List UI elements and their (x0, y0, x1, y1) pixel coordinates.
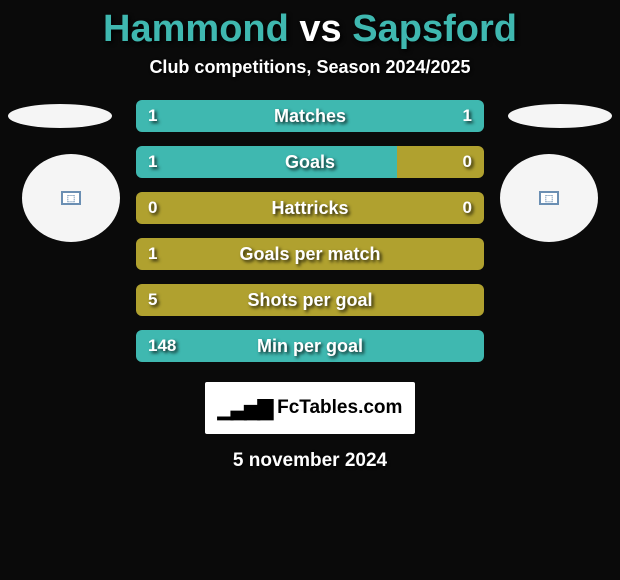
stat-row: Goals per match1 (136, 238, 484, 270)
branding-badge: ▁▃▅▇ FcTables.com (205, 382, 415, 434)
stat-bar-left (136, 100, 310, 132)
player1-avatar-circle: ⬚ (22, 154, 120, 242)
stat-row: Shots per goal5 (136, 284, 484, 316)
footer-date: 5 november 2024 (0, 450, 620, 472)
comparison-chart: ⬚ ⬚ Matches11 Goals10 Hattricks00 Goals per… (0, 100, 620, 362)
player1-name: Hammond (103, 8, 289, 50)
vs-text: vs (299, 8, 341, 50)
stat-bar-left (136, 192, 310, 224)
stat-bar-right (310, 100, 484, 132)
stat-row: Matches11 (136, 100, 484, 132)
subtitle: Club competitions, Season 2024/2025 (0, 57, 620, 78)
player1-flag-icon: ⬚ (61, 191, 81, 205)
player1-shadow-ellipse (8, 104, 112, 128)
stat-row: Min per goal148 (136, 330, 484, 362)
stat-bar-left (136, 284, 484, 316)
stat-bar-left (136, 238, 484, 270)
player2-avatar-circle: ⬚ (500, 154, 598, 242)
stat-rows: Matches11 Goals10 Hattricks00 Goals per mat… (136, 100, 484, 362)
stat-bar-left (136, 146, 397, 178)
stat-bar-right (397, 146, 484, 178)
branding-chart-icon: ▁▃▅▇ (218, 396, 272, 421)
stat-row: Goals10 (136, 146, 484, 178)
stat-row: Hattricks00 (136, 192, 484, 224)
stat-bar-right (310, 192, 484, 224)
player2-shadow-ellipse (508, 104, 612, 128)
branding-text: FcTables.com (277, 397, 402, 419)
comparison-title: Hammond vs Sapsford (0, 0, 620, 51)
player2-flag-icon: ⬚ (539, 191, 559, 205)
stat-bar-left (136, 330, 484, 362)
player2-name: Sapsford (352, 8, 517, 50)
